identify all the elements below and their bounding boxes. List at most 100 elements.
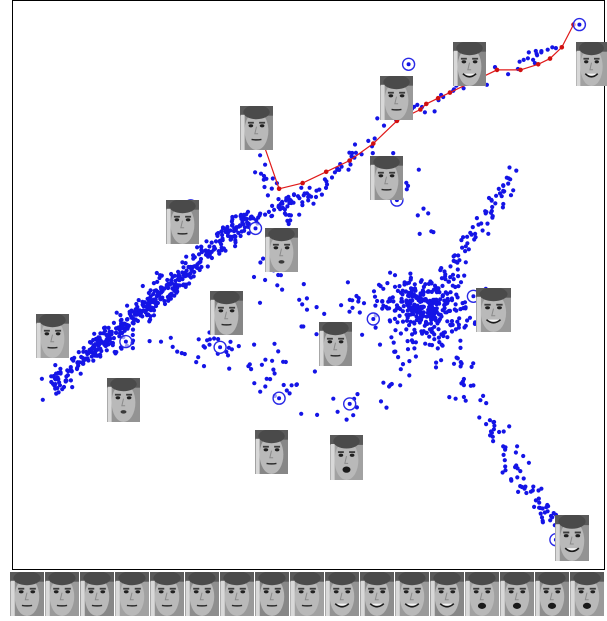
face-top-path-1 [240,105,273,150]
scatter-point [118,313,123,318]
scatter-point [234,225,239,230]
scatter-point [458,338,463,343]
scatter-point [269,214,274,219]
scatter-point [449,296,454,301]
scatter-point [414,317,419,323]
scatter-point [205,264,210,269]
strip-face [150,571,184,616]
scatter-point [523,484,528,489]
scatter-point [499,194,504,199]
scatter-point [181,265,186,270]
highlight-point [253,226,258,231]
scatter-point [282,207,287,212]
scatter-point [81,345,86,351]
scatter-point [400,299,405,304]
scatter-point [387,318,392,323]
scatter-point [283,212,288,217]
scatter-point [550,515,555,520]
scatter-point [501,201,506,207]
scatter-point [130,320,135,325]
scatter-point [140,283,145,289]
scatter-point [518,484,523,489]
scatter-point [410,305,415,310]
scatter-point [467,315,473,320]
scatter-point [412,282,417,287]
scatter-point [440,293,445,298]
scatter-point [494,193,499,198]
scatter-point [134,307,139,312]
scatter-point [344,417,349,422]
strip-face [500,571,534,616]
scatter-point [231,229,237,234]
scatter-point [429,326,434,332]
scatter-point [444,310,449,315]
scatter-point [245,209,251,214]
scatter-point [322,311,327,316]
scatter-point [448,275,453,280]
scatter-point [404,312,409,317]
scatter-point [486,231,491,236]
scatter-point [89,354,94,359]
scatter-point [370,151,375,156]
scatter-point [453,259,458,264]
scatter-point [315,412,320,417]
scatter-point [91,358,96,363]
highlight-point [406,62,411,67]
scatter-point [439,332,444,337]
scatter-point [500,470,505,475]
scatter-point [477,415,482,420]
scatter-point [450,272,456,277]
highlight-point [471,294,476,299]
scatter-point [459,381,464,386]
scatter-point [501,444,506,449]
scatter-point [436,335,441,340]
scatter-point [199,264,204,270]
scatter-point [476,222,481,227]
scatter-point [356,299,361,304]
strip-face [290,571,324,616]
scatter-point [429,312,434,317]
scatter-point [417,231,422,236]
scatter-point [195,245,200,250]
scatter-points [39,45,559,528]
scatter-point [438,268,443,273]
scatter-point [263,212,268,217]
strip-face [255,571,289,616]
scatter-point [332,170,337,175]
scatter-point [263,384,268,389]
scatter-point [352,142,358,147]
face-right-blob [476,287,511,332]
scatter-point [371,289,377,294]
scatter-point [423,341,428,346]
scatter-point [216,249,221,254]
scatter-point [331,396,336,401]
highlight-point [123,339,128,344]
scatter-point [449,329,455,334]
scatter-point [460,245,465,250]
scatter-point [54,371,59,376]
scatter-point [462,300,468,305]
scatter-point [347,309,352,314]
strip-face [45,571,79,616]
scatter-point [276,205,281,210]
scatter-point [209,255,214,261]
scatter-point [404,318,410,323]
scatter-point [461,235,466,240]
strip-face [570,571,604,616]
scatter-point [91,350,96,355]
scatter-point [481,393,486,398]
scatter-point [366,138,371,143]
scatter-point [229,219,234,224]
scatter-point [276,197,281,202]
scatter-point [384,405,389,410]
scatter-point [220,232,225,238]
scatter-point [130,316,136,321]
scatter-point [381,123,387,128]
scatter-point [196,252,202,257]
scatter-point [422,110,427,115]
scatter-point [312,369,317,374]
scatter-point [439,276,444,281]
scatter-point [458,280,464,285]
scatter-point [436,289,441,294]
